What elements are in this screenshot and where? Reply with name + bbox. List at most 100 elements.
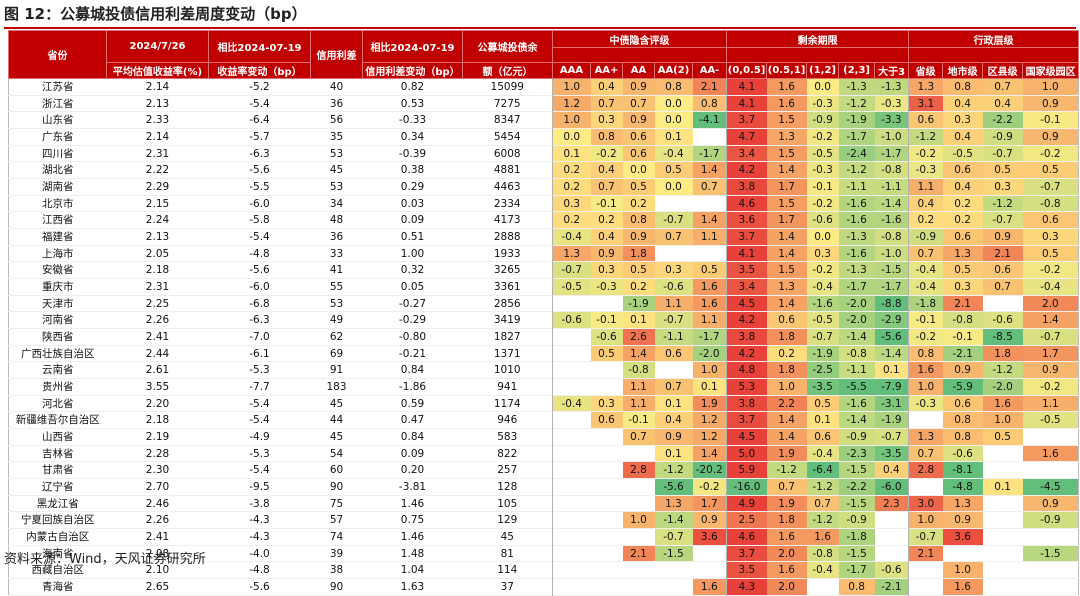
province-cell: 北京市: [8, 195, 107, 212]
value-cell: -5.6: [208, 578, 311, 596]
heatmap-cell: 1.4: [766, 411, 807, 429]
value-cell: -5.4: [208, 395, 311, 412]
heatmap-cell: 0.8: [942, 411, 983, 429]
table-row: 上海市 2.05 -4.8 33 1.00 1933 1.3 0.9 1.8 4.1 1.4 0.3-…: [8, 245, 1079, 262]
heatmap-cell: 1.7: [1022, 345, 1079, 362]
value-cell: -0.33: [362, 111, 463, 129]
heatmap-cell: [654, 578, 693, 596]
heatmap-cell: 4.1: [726, 95, 767, 112]
heatmap-cell: 2.0: [766, 545, 807, 562]
province-cell: 广西壮族自治区: [8, 345, 107, 362]
table-row: 湖北省 2.22 -5.6 45 0.38 4881 0.2 0.4 0.0 0.5 1.4 4.2 1…: [8, 161, 1079, 179]
heatmap-cell: [552, 328, 591, 346]
value-cell: 183: [310, 378, 363, 396]
heatmap-cell: 1.8: [766, 328, 807, 346]
heatmap-cell: -1.2: [982, 195, 1023, 212]
province-cell: 吉林省: [8, 445, 107, 462]
heatmap-cell: [654, 361, 693, 379]
heatmap-cell: [874, 528, 909, 546]
heatmap-cell: [1022, 578, 1079, 596]
value-cell: 54: [310, 445, 363, 462]
heatmap-cell: 1.3: [766, 128, 807, 146]
heatmap-cell: 0.4: [942, 95, 983, 112]
header-rating-spacer: [551, 47, 728, 63]
heatmap-cell: 0.2: [908, 211, 943, 229]
province-cell: 广东省: [8, 128, 107, 146]
value-cell: 4463: [462, 178, 553, 196]
heatmap-cell: 0.3: [590, 111, 623, 129]
value-cell: -0.21: [362, 345, 463, 362]
heatmap-cell: 3.6: [692, 528, 727, 546]
heatmap-cell: 1.0: [908, 378, 943, 396]
heatmap-cell: 0.6: [942, 228, 983, 246]
province-cell: 天津市: [8, 295, 107, 312]
heatmap-cell: 0.3: [806, 245, 839, 262]
value-cell: 1.00: [362, 245, 463, 262]
heatmap-cell: [590, 378, 623, 396]
heatmap-cell: 1.5: [766, 195, 807, 212]
heatmap-cell: 1.4: [766, 295, 807, 312]
heatmap-cell: -0.2: [908, 328, 943, 346]
heatmap-cell: -2.9: [874, 311, 909, 329]
table-row: 重庆市 2.31 -6.0 55 0.05 3361 -0.5 -0.3 0.2 -0.6 1.6 3…: [8, 278, 1079, 296]
heatmap-cell: 0.4: [654, 411, 693, 429]
value-cell: 2.30: [106, 461, 209, 479]
heatmap-cell: -0.3: [874, 95, 909, 112]
heatmap-cell: -2.2: [982, 111, 1023, 129]
heatmap-cell: -0.8: [874, 228, 909, 246]
heatmap-cell: [552, 461, 591, 479]
heatmap-cell: -1.2: [838, 161, 875, 179]
value-cell: -5.8: [208, 211, 311, 229]
heatmap-cell: -2.2: [838, 478, 875, 496]
heatmap-cell: -0.8: [874, 161, 909, 179]
value-cell: 0.32: [362, 261, 463, 279]
sub-header-cell: (2,3]: [838, 62, 876, 79]
heatmap-cell: -1.6: [838, 195, 875, 212]
value-cell: -5.6: [208, 261, 311, 279]
heatmap-cell: 1.1: [908, 178, 943, 196]
value-cell: 39: [310, 545, 363, 562]
province-cell: 辽宁省: [8, 478, 107, 496]
heatmap-cell: -1.4: [654, 511, 693, 529]
header-spread-change: 信用利差变动（bp）: [362, 62, 463, 79]
heatmap-cell: 0.6: [942, 395, 983, 412]
heatmap-cell: 2.1: [942, 295, 983, 312]
heatmap-cell: -0.1: [622, 411, 655, 429]
heatmap-cell: 0.2: [590, 211, 623, 229]
value-cell: 2.14: [106, 128, 209, 146]
heatmap-cell: -1.9: [806, 345, 839, 362]
heatmap-cell: -8.5: [982, 328, 1023, 346]
heatmap-cell: 0.6: [766, 311, 807, 329]
value-cell: 55: [310, 278, 363, 296]
heatmap-cell: [622, 561, 655, 579]
value-cell: 3265: [462, 261, 553, 279]
value-cell: 128: [462, 478, 553, 496]
table-row: 青海省 2.65 -5.6 90 1.63 37 1.6 4.3 2.0 0.8 -2.1 1.6: [8, 578, 1079, 596]
heatmap-cell: 0.0: [622, 161, 655, 179]
heatmap-cell: -0.1: [806, 178, 839, 196]
heatmap-cell: 0.7: [590, 95, 623, 112]
heatmap-cell: 0.9: [982, 228, 1023, 246]
heatmap-cell: 0.1: [806, 411, 839, 429]
value-cell: 2.41: [106, 328, 209, 346]
table-row: 北京市 2.15 -6.0 34 0.03 2334 0.3 -0.1 0.2 4.6 1.5 -0.…: [8, 195, 1079, 212]
value-cell: -6.4: [208, 111, 311, 129]
heatmap-cell: -0.2: [1022, 261, 1079, 279]
heatmap-cell: -2.0: [692, 345, 727, 362]
heatmap-cell: 0.9: [942, 361, 983, 379]
heatmap-cell: -0.4: [806, 445, 839, 462]
value-cell: -6.0: [208, 278, 311, 296]
heatmap-cell: [692, 545, 727, 562]
value-cell: 2.46: [106, 495, 209, 512]
heatmap-cell: -5.6: [654, 478, 693, 496]
value-cell: 1.46: [362, 528, 463, 546]
heatmap-cell: 1.7: [766, 211, 807, 229]
value-cell: 90: [310, 478, 363, 496]
heatmap-cell: 4.5: [726, 295, 767, 312]
heatmap-cell: 1.0: [692, 361, 727, 379]
heatmap-cell: 1.9: [692, 395, 727, 412]
heatmap-cell: -1.6: [874, 211, 909, 229]
heatmap-cell: 0.1: [654, 395, 693, 412]
table-body: 江苏省 2.14 -5.2 40 0.82 15099 1.0 0.4 0.9 0.8 2.1 4.1…: [8, 78, 1079, 596]
heatmap-cell: [552, 495, 591, 512]
